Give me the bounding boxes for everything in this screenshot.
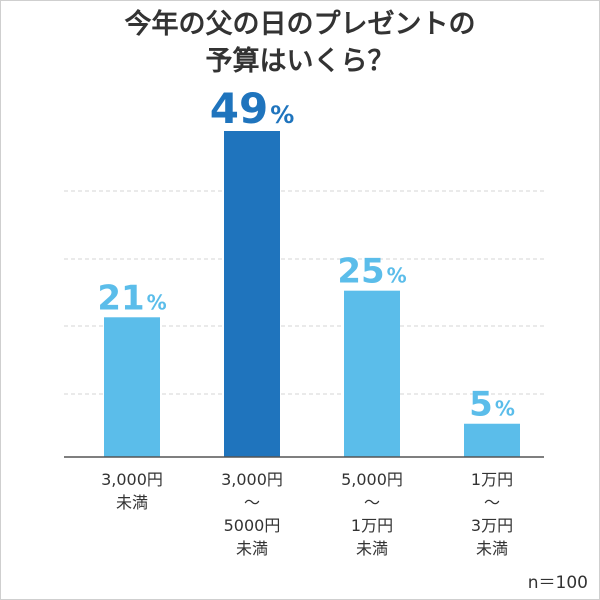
category-label-3: 5,000円 ～ 1万円未満 xyxy=(341,470,403,558)
value-unit-4: % xyxy=(495,397,515,421)
category-label-1: 3,000円未満 xyxy=(101,470,163,512)
category-line-4-1: 1万円 xyxy=(471,470,513,489)
value-number-2: 49 xyxy=(210,84,268,133)
category-line-4-3: 3万円 xyxy=(471,516,513,535)
category-line-3-4: 未満 xyxy=(356,539,388,558)
sample-size-note: n＝100 xyxy=(527,573,588,593)
value-label-1: 21% xyxy=(97,278,166,318)
category-line-3-2: ～ xyxy=(364,493,380,512)
bar-4 xyxy=(464,423,520,457)
category-line-2-4: 未満 xyxy=(236,539,268,558)
value-unit-1: % xyxy=(147,290,167,314)
value-label-2: 49% xyxy=(210,84,295,133)
category-line-4-4: 未満 xyxy=(476,539,508,558)
category-line-3-3: 1万円 xyxy=(351,516,393,535)
category-label-4: 1万円 ～ 3万円未満 xyxy=(471,470,513,558)
chart-title: 今年の父の日のプレゼントの 予算はいくら？ xyxy=(0,6,600,80)
category-line-1-2: 未満 xyxy=(116,493,148,512)
category-line-4-2: ～ xyxy=(484,493,500,512)
value-unit-3: % xyxy=(387,264,407,288)
value-unit-2: % xyxy=(270,101,294,129)
bar-1 xyxy=(104,317,160,457)
value-label-4: 5% xyxy=(469,385,515,425)
value-number-4: 5 xyxy=(469,385,493,425)
bar-3 xyxy=(344,290,400,457)
category-line-2-1: 3,000円 xyxy=(221,470,283,489)
category-line-2-3: 5000円 xyxy=(224,516,281,535)
category-line-1-1: 3,000円 xyxy=(101,470,163,489)
value-number-3: 25 xyxy=(337,252,384,292)
value-label-3: 25% xyxy=(337,252,406,292)
category-line-2-2: ～ xyxy=(244,493,260,512)
bar-2 xyxy=(224,131,280,457)
category-line-3-1: 5,000円 xyxy=(341,470,403,489)
value-number-1: 21 xyxy=(97,278,144,318)
category-label-2: 3,000円 ～ 5000円未満 xyxy=(221,470,283,558)
chart-title-line-2: 予算はいくら？ xyxy=(205,46,395,77)
chart-title-line-1: 今年の父の日のプレゼントの xyxy=(124,9,476,40)
